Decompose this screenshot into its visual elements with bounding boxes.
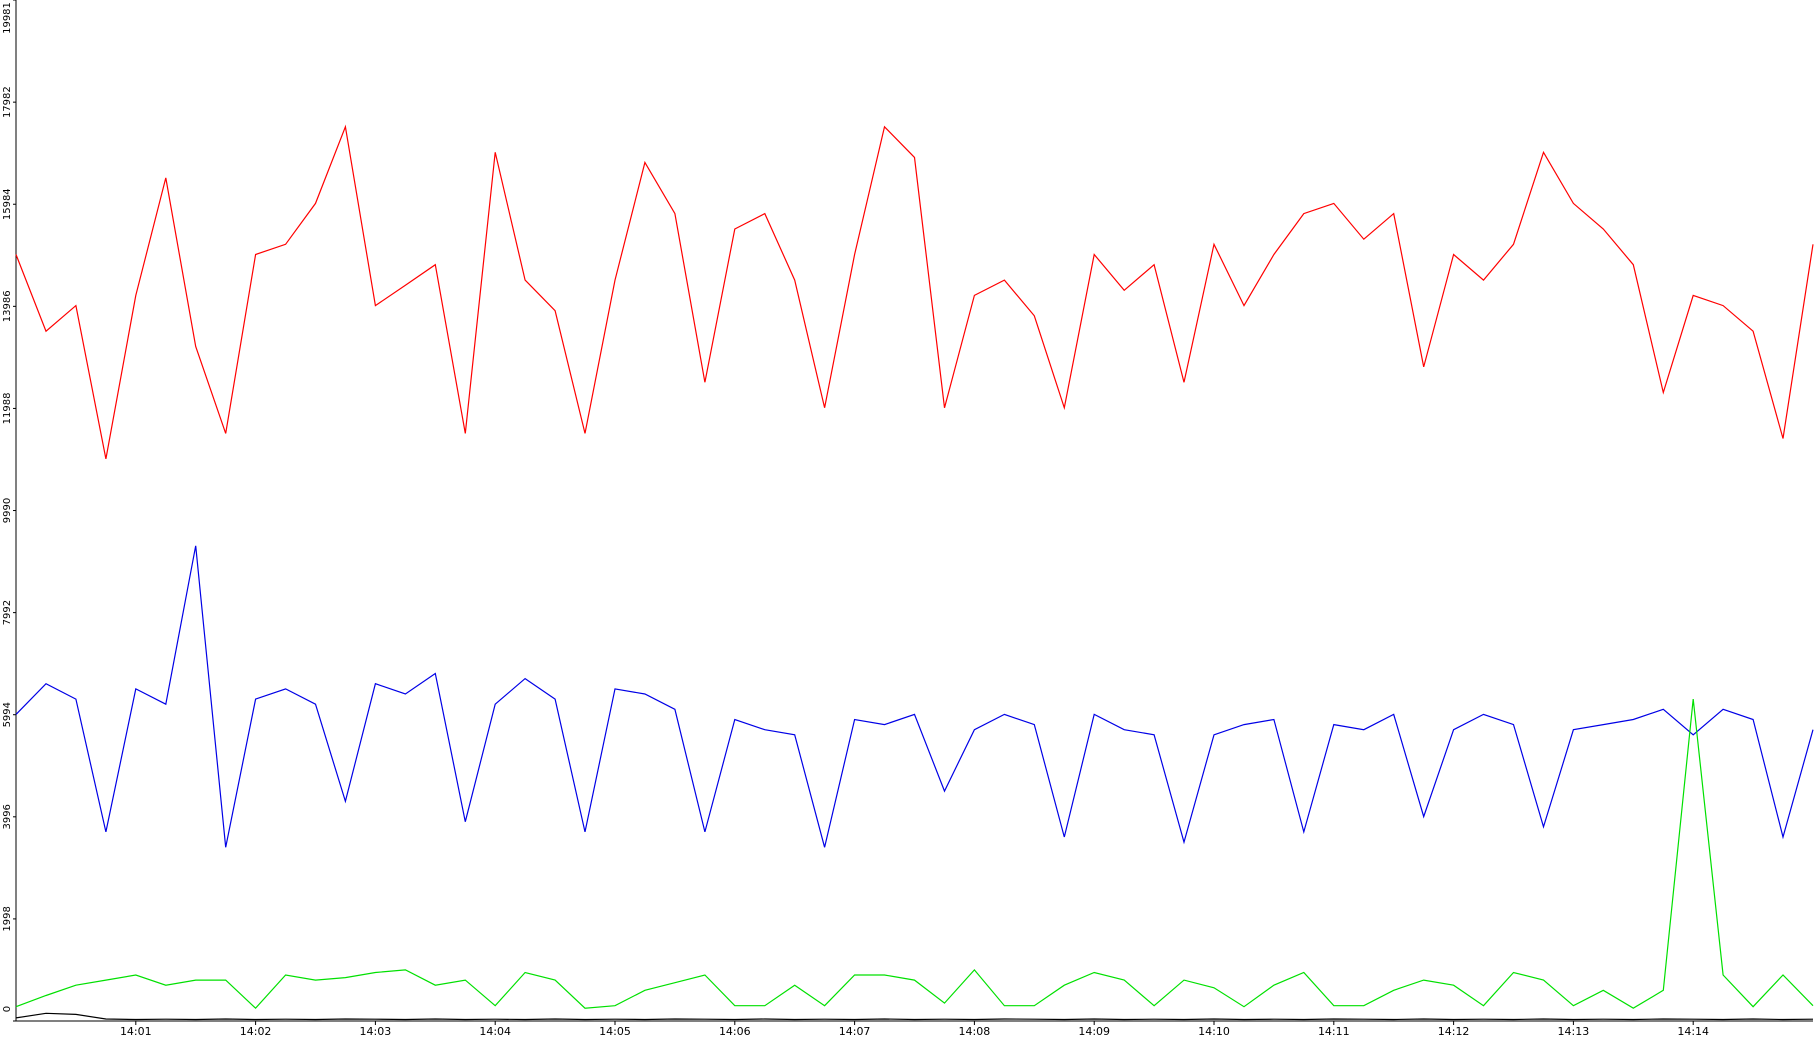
x-tick-label: 14:11 <box>1318 1025 1350 1038</box>
y-tick-label: 19981 <box>2 2 13 34</box>
x-tick-label: 14:07 <box>839 1025 871 1038</box>
x-tick-label: 14:10 <box>1198 1025 1230 1038</box>
x-tick-label: 14:08 <box>959 1025 991 1038</box>
series-line <box>15 1012 1814 1021</box>
y-tick-label: 1998 <box>2 906 13 931</box>
x-tick-label: 14:09 <box>1078 1025 1110 1038</box>
x-tick-label: 14:03 <box>360 1025 392 1038</box>
x-tick-label: 14:12 <box>1438 1025 1470 1038</box>
series-line <box>15 124 1814 460</box>
y-tick-label: 3996 <box>2 804 13 829</box>
y-tick-label: 17982 <box>2 86 13 118</box>
y-tick-label: 7992 <box>2 600 13 625</box>
x-tick-label: 14:05 <box>599 1025 631 1038</box>
y-tick-label: 13986 <box>2 290 13 322</box>
x-tick-label: 14:01 <box>120 1025 152 1038</box>
x-tick-label: 14:14 <box>1677 1025 1709 1038</box>
y-tick-label: 5994 <box>2 702 13 727</box>
x-tick-label: 14:02 <box>240 1025 272 1038</box>
series-line <box>15 699 1814 1010</box>
y-tick-label: 0 <box>2 1006 13 1012</box>
series-line <box>15 545 1814 848</box>
y-tick-label: 15984 <box>2 188 13 220</box>
y-tick-label: 11988 <box>2 393 13 425</box>
x-tick-label: 14:04 <box>479 1025 511 1038</box>
y-tick-label: 9990 <box>2 498 13 523</box>
x-tick-label: 14:13 <box>1558 1025 1590 1038</box>
x-tick-label: 14:06 <box>719 1025 751 1038</box>
